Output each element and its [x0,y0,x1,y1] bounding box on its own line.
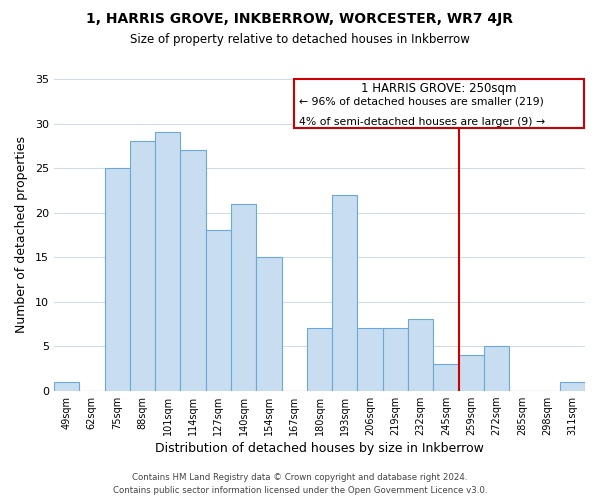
Bar [358,328,383,390]
Bar [181,150,206,390]
FancyBboxPatch shape [294,79,584,128]
Bar [307,328,332,390]
Text: 1, HARRIS GROVE, INKBERROW, WORCESTER, WR7 4JR: 1, HARRIS GROVE, INKBERROW, WORCESTER, W… [86,12,514,26]
Text: 4% of semi-detached houses are larger (9) →: 4% of semi-detached houses are larger (9… [299,118,545,128]
Bar [458,355,484,390]
Text: Contains HM Land Registry data © Crown copyright and database right 2024.
Contai: Contains HM Land Registry data © Crown c… [113,474,487,495]
Bar [332,195,358,390]
Bar [206,230,231,390]
Bar [231,204,256,390]
Y-axis label: Number of detached properties: Number of detached properties [15,136,28,334]
Bar [54,382,79,390]
Text: 1 HARRIS GROVE: 250sqm: 1 HARRIS GROVE: 250sqm [361,82,517,94]
Bar [383,328,408,390]
Bar [130,142,155,390]
Bar [155,132,181,390]
Text: ← 96% of detached houses are smaller (219): ← 96% of detached houses are smaller (21… [299,97,544,107]
Text: Size of property relative to detached houses in Inkberrow: Size of property relative to detached ho… [130,32,470,46]
Bar [256,257,281,390]
Bar [433,364,458,390]
Bar [560,382,585,390]
X-axis label: Distribution of detached houses by size in Inkberrow: Distribution of detached houses by size … [155,442,484,455]
Bar [104,168,130,390]
Bar [484,346,509,391]
Bar [408,320,433,390]
